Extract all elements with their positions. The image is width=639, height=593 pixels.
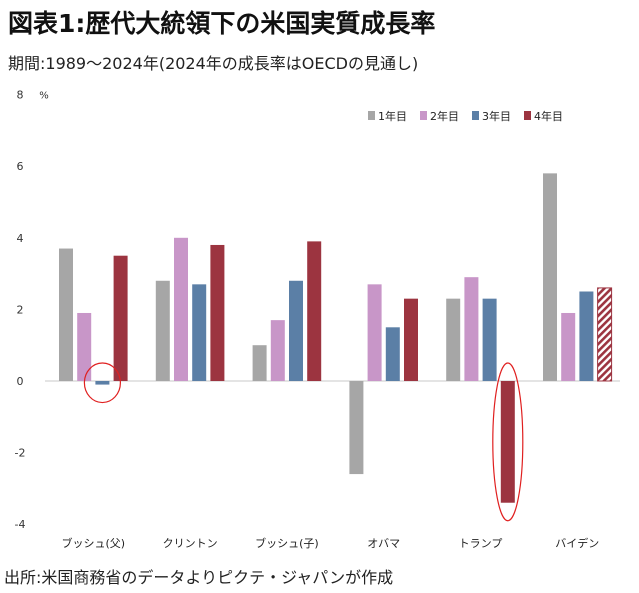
y-unit-label: %: [39, 91, 49, 102]
bar-1年目-ブッシュ(子): [252, 345, 267, 381]
bar-3年目-バイデン: [579, 291, 594, 381]
bar-2年目-ブッシュ(子): [270, 320, 285, 381]
bar-1年目-トランプ: [446, 298, 461, 381]
legend-label: 4年目: [534, 109, 563, 123]
y-tick-label: -4: [15, 518, 26, 531]
y-tick-label: 2: [17, 303, 24, 316]
legend-swatch: [524, 111, 531, 120]
legend-swatch: [472, 111, 479, 120]
bar-4年目-トランプ: [500, 381, 515, 503]
y-tick-label: 8: [17, 89, 24, 102]
category-label: クリントン: [163, 537, 218, 550]
bar-3年目-クリントン: [192, 284, 207, 381]
source-note: 出所:米国商務省のデータよりピクテ・ジャパンが作成: [4, 568, 394, 587]
bar-3年目-オバマ: [385, 327, 400, 381]
y-tick-label: 0: [17, 375, 24, 388]
y-tick-label: 4: [17, 232, 24, 245]
bar-2年目-トランプ: [464, 277, 479, 381]
bar-3年目-トランプ: [482, 298, 497, 381]
bar-4年目-バイデン: [597, 287, 613, 382]
bar-2年目-クリントン: [174, 237, 188, 381]
bar-1年目-オバマ: [349, 381, 364, 475]
category-label: トランプ: [459, 537, 503, 550]
bar-4年目-クリントン: [210, 244, 225, 381]
bar-3年目-ブッシュ(父): [95, 381, 110, 385]
legend-swatch: [420, 111, 427, 120]
highlight-circle: [492, 362, 524, 522]
page-title: 図表1:歴代大統領下の米国実質成長率: [8, 9, 436, 38]
bar-3年目-ブッシュ(子): [289, 280, 303, 381]
highlight-circle: [83, 362, 122, 404]
highlight-circles: [83, 362, 524, 522]
bar-1年目-クリントン: [155, 280, 170, 381]
category-label: ブッシュ(父): [62, 536, 126, 550]
bar-4年目-ブッシュ(子): [307, 241, 322, 381]
legend-swatch: [368, 111, 375, 120]
category-label: オバマ: [367, 537, 400, 550]
bar-4年目-ブッシュ(父): [113, 255, 128, 381]
bar-2年目-バイデン: [561, 312, 576, 381]
category-label: バイデン: [555, 536, 599, 550]
page-subtitle: 期間:1989～2024年(2024年の成長率はOECDの見通し): [8, 54, 419, 73]
x-axis-labels: ブッシュ(父) クリントン ブッシュ(子) オバマ トランプ バイデン: [62, 536, 600, 550]
legend-label: 1年目: [378, 109, 407, 123]
bar-1年目-ブッシュ(父): [59, 248, 73, 381]
bar-series-group: [59, 173, 613, 503]
bar-1年目-バイデン: [543, 173, 557, 381]
y-axis: -4 -2 0 2 4 6 8%: [15, 89, 620, 531]
legend-label: 2年目: [430, 109, 459, 123]
category-label: ブッシュ(子): [255, 536, 319, 550]
y-tick-label: -2: [15, 447, 26, 460]
bar-2年目-オバマ: [367, 284, 382, 381]
legend: 1年目 2年目 3年目 4年目: [368, 109, 563, 123]
y-tick-label: 6: [17, 160, 24, 173]
bar-4年目-オバマ: [404, 298, 418, 381]
legend-label: 3年目: [482, 109, 511, 123]
bar-2年目-ブッシュ(父): [77, 312, 92, 381]
